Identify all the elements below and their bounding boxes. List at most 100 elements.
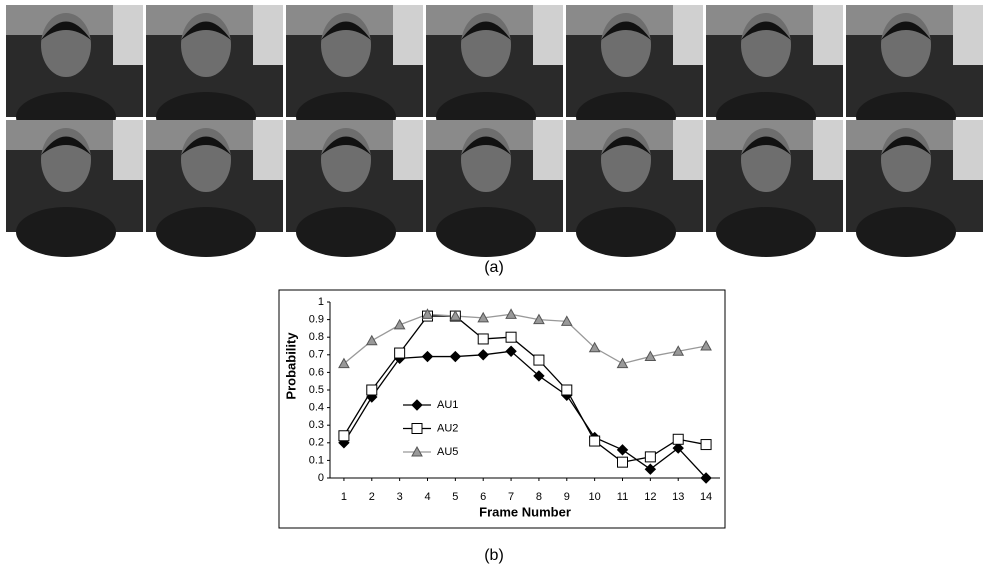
person-hair bbox=[741, 21, 791, 40]
x-tick-label: 11 bbox=[617, 491, 628, 503]
data-point bbox=[589, 435, 601, 447]
person-body bbox=[16, 207, 116, 257]
legend-label: AU2 bbox=[437, 422, 458, 434]
x-tick-label: 3 bbox=[397, 491, 403, 503]
data-point bbox=[616, 357, 629, 369]
y-tick-label: 0.6 bbox=[309, 366, 324, 378]
series-line bbox=[343, 313, 707, 365]
person-body bbox=[436, 207, 536, 257]
data-point bbox=[505, 308, 517, 319]
data-point bbox=[644, 451, 656, 463]
person-hair bbox=[321, 21, 371, 40]
person-hair bbox=[601, 21, 651, 40]
y-tick-label: 0.1 bbox=[309, 454, 324, 466]
person-hair bbox=[181, 21, 231, 40]
data-point bbox=[449, 350, 462, 363]
x-tick-label: 2 bbox=[369, 491, 375, 503]
data-point bbox=[338, 357, 350, 369]
person-hair bbox=[461, 21, 511, 40]
data-point bbox=[533, 370, 545, 382]
photo-wall bbox=[813, 5, 843, 65]
caption: (a) bbox=[484, 259, 504, 276]
x-tick-label: 8 bbox=[536, 491, 542, 503]
data-point bbox=[505, 331, 517, 343]
data-point bbox=[616, 444, 629, 456]
photo-wall bbox=[953, 5, 983, 65]
photo-wall bbox=[253, 120, 283, 180]
person-hair bbox=[881, 21, 931, 40]
data-point bbox=[672, 345, 685, 356]
data-point bbox=[477, 349, 489, 361]
data-point bbox=[533, 313, 545, 325]
x-tick-label: 12 bbox=[644, 491, 656, 503]
x-tick-label: 4 bbox=[424, 491, 430, 503]
photo-grid bbox=[6, 5, 983, 257]
photo-wall bbox=[113, 120, 143, 180]
data-point bbox=[588, 341, 601, 353]
person-hair bbox=[321, 136, 371, 155]
x-tick-label: 7 bbox=[508, 491, 514, 503]
caption: (b) bbox=[484, 547, 504, 564]
data-point bbox=[449, 310, 462, 321]
y-tick-label: 0.7 bbox=[309, 349, 324, 361]
photo-wall bbox=[533, 5, 563, 65]
y-tick-label: 0.9 bbox=[309, 314, 324, 326]
y-tick-label: 0.3 bbox=[309, 419, 324, 431]
data-point bbox=[700, 472, 712, 484]
person-hair bbox=[741, 136, 791, 155]
data-point bbox=[393, 318, 406, 330]
data-point bbox=[672, 433, 684, 445]
data-point bbox=[338, 430, 350, 442]
y-tick-label: 0.5 bbox=[309, 384, 324, 396]
x-tick-label: 1 bbox=[341, 491, 347, 503]
data-point bbox=[366, 384, 378, 396]
data-point bbox=[477, 311, 490, 323]
x-tick-label: 10 bbox=[589, 491, 601, 503]
x-tick-label: 14 bbox=[700, 491, 712, 503]
data-point bbox=[533, 354, 545, 366]
x-tick-label: 13 bbox=[672, 491, 684, 503]
x-axis-label: Frame Number bbox=[479, 504, 571, 519]
legend-marker bbox=[411, 399, 423, 411]
y-axis-label: Probability bbox=[283, 332, 298, 400]
person-body bbox=[296, 207, 396, 257]
photo-wall bbox=[953, 120, 983, 180]
legend-label: AU1 bbox=[437, 399, 458, 411]
photo-wall bbox=[393, 120, 423, 180]
data-point bbox=[700, 339, 712, 351]
data-point bbox=[421, 308, 434, 319]
photo-wall bbox=[393, 5, 423, 65]
photo-wall bbox=[113, 5, 143, 65]
person-body bbox=[716, 207, 816, 257]
data-point bbox=[477, 333, 489, 345]
person-hair bbox=[601, 136, 651, 155]
x-tick-label: 9 bbox=[564, 491, 570, 503]
chart-frame bbox=[278, 289, 726, 529]
y-tick-label: 0.2 bbox=[309, 437, 324, 449]
x-tick-label: 6 bbox=[480, 491, 486, 503]
data-point bbox=[560, 315, 573, 326]
data-point bbox=[365, 334, 378, 346]
x-tick-label: 5 bbox=[452, 491, 458, 503]
photo-wall bbox=[673, 120, 703, 180]
data-point bbox=[421, 350, 434, 363]
person-body bbox=[856, 207, 956, 257]
y-tick-label: 0.4 bbox=[309, 402, 324, 414]
person-hair bbox=[41, 136, 91, 155]
legend-marker bbox=[411, 445, 423, 457]
data-point bbox=[394, 347, 406, 359]
data-point bbox=[644, 463, 657, 475]
data-point bbox=[561, 384, 573, 396]
person-hair bbox=[181, 136, 231, 155]
person-hair bbox=[881, 136, 931, 155]
photo-wall bbox=[533, 120, 563, 180]
person-hair bbox=[41, 21, 91, 40]
data-point bbox=[700, 439, 712, 451]
photo-wall bbox=[673, 5, 703, 65]
person-hair bbox=[461, 136, 511, 155]
photo-wall bbox=[253, 5, 283, 65]
y-tick-label: 0.8 bbox=[309, 331, 324, 343]
person-body bbox=[576, 207, 676, 257]
person-body bbox=[156, 207, 256, 257]
